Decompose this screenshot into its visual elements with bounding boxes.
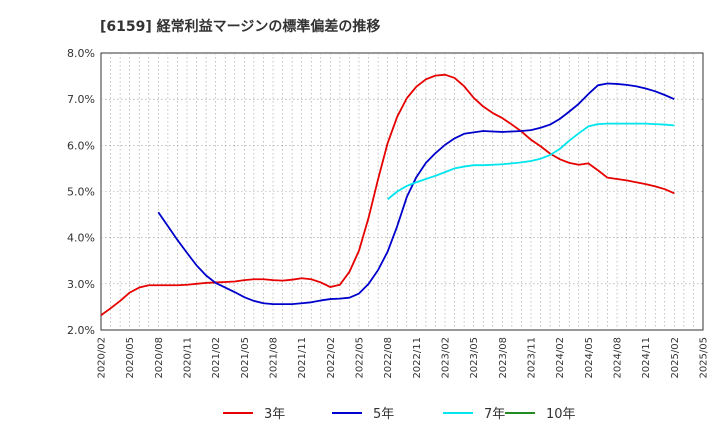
legend-item-2: 7年 <box>443 407 505 422</box>
x-tick-label: 2024/05 <box>584 337 595 379</box>
legend-item-1: 5年 <box>332 407 394 422</box>
x-tick-label: 2024/11 <box>641 337 652 379</box>
x-tick-label: 2022/05 <box>355 337 366 379</box>
x-tick-label: 2020/02 <box>97 337 108 379</box>
x-tick-label: 2020/05 <box>125 337 136 379</box>
y-tick-label: 5.0% <box>67 186 95 199</box>
y-tick-label: 8.0% <box>67 47 95 60</box>
series-line-0 <box>100 73 675 316</box>
x-tick-label: 2020/08 <box>154 337 165 379</box>
x-tick-label: 2021/08 <box>269 337 280 379</box>
x-tick-label: 2021/05 <box>240 337 251 379</box>
x-tick-label: 2021/11 <box>297 337 308 379</box>
legend-item-0: 3年 <box>223 407 285 422</box>
x-tick-label: 2023/11 <box>527 337 538 379</box>
legend-label: 5年 <box>373 407 394 422</box>
series-line-2 <box>387 122 675 201</box>
y-tick-label: 4.0% <box>67 232 95 245</box>
series-lines <box>100 73 675 316</box>
y-tick-label: 7.0% <box>67 93 95 106</box>
chart-title: [6159] 経常利益マージンの標準偏差の推移 <box>100 18 380 35</box>
legend-label: 7年 <box>484 407 505 422</box>
x-tick-label: 2023/05 <box>469 337 480 379</box>
x-tick-label: 2022/11 <box>412 337 423 379</box>
legend: 3年 5年 7年 10年 <box>223 407 576 422</box>
x-tick-label: 2021/02 <box>211 337 222 379</box>
x-tick-label: 2020/11 <box>183 337 194 379</box>
x-tick-label: 2022/02 <box>326 337 337 379</box>
x-tick-label: 2025/05 <box>699 337 710 379</box>
x-tick-label: 2024/08 <box>613 337 624 379</box>
legend-label: 3年 <box>264 407 285 422</box>
x-tick-label: 2025/02 <box>670 337 681 379</box>
y-tick-label: 6.0% <box>67 139 95 152</box>
legend-item-3: 10年 <box>505 407 576 422</box>
x-tick-label: 2024/02 <box>555 337 566 379</box>
x-axis-ticks: 2020/02 2020/05 2020/08 2020/11 2021/02 2021/… <box>97 337 710 379</box>
series-line-1 <box>157 82 675 306</box>
x-tick-label: 2023/08 <box>498 337 509 379</box>
x-tick-label: 2022/08 <box>383 337 394 379</box>
legend-label: 10年 <box>546 407 576 422</box>
y-tick-label: 2.0% <box>67 324 95 337</box>
x-tick-label: 2023/02 <box>441 337 452 379</box>
y-axis-ticks: 2.0% 3.0% 4.0% 5.0% 6.0% 7.0% 8.0% <box>67 47 95 337</box>
y-tick-label: 3.0% <box>67 278 95 291</box>
